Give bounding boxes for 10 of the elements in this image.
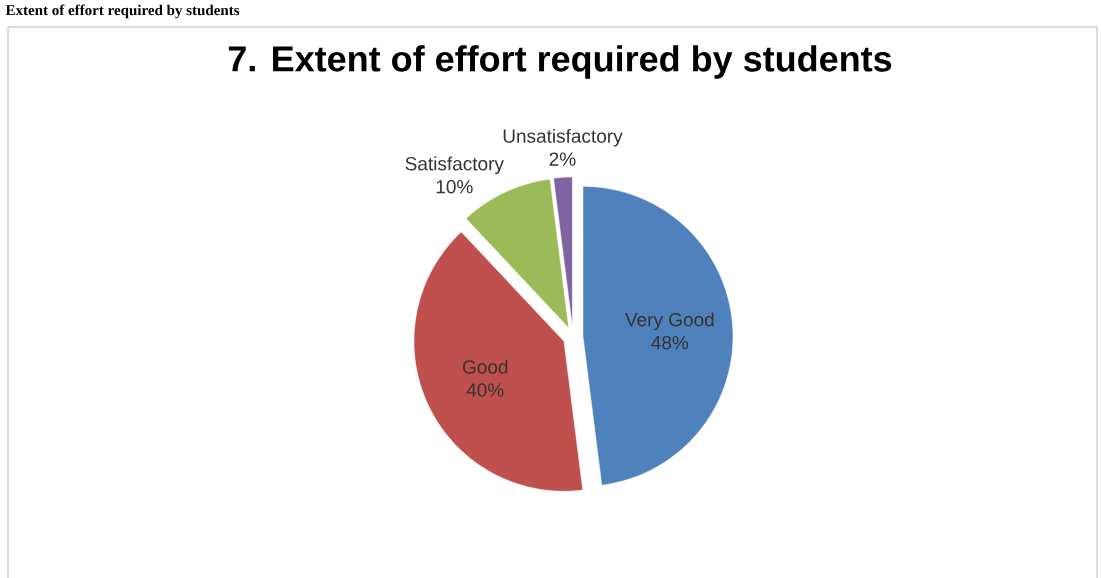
data-label: 48%	[651, 335, 689, 350]
data-label: 40%	[466, 383, 504, 397]
slice-label: Unsatisfactory	[503, 128, 623, 147]
text: Extent of effort required by students	[5, 4, 240, 19]
slice-label: Very Good	[625, 312, 714, 331]
data-label: 10%	[436, 179, 473, 194]
data-label: 2%	[549, 152, 576, 166]
slice-label: Good	[462, 359, 508, 374]
slice-label: Satisfactory	[405, 156, 504, 175]
chart-title: 7. Extent of effort required by students	[228, 45, 892, 79]
